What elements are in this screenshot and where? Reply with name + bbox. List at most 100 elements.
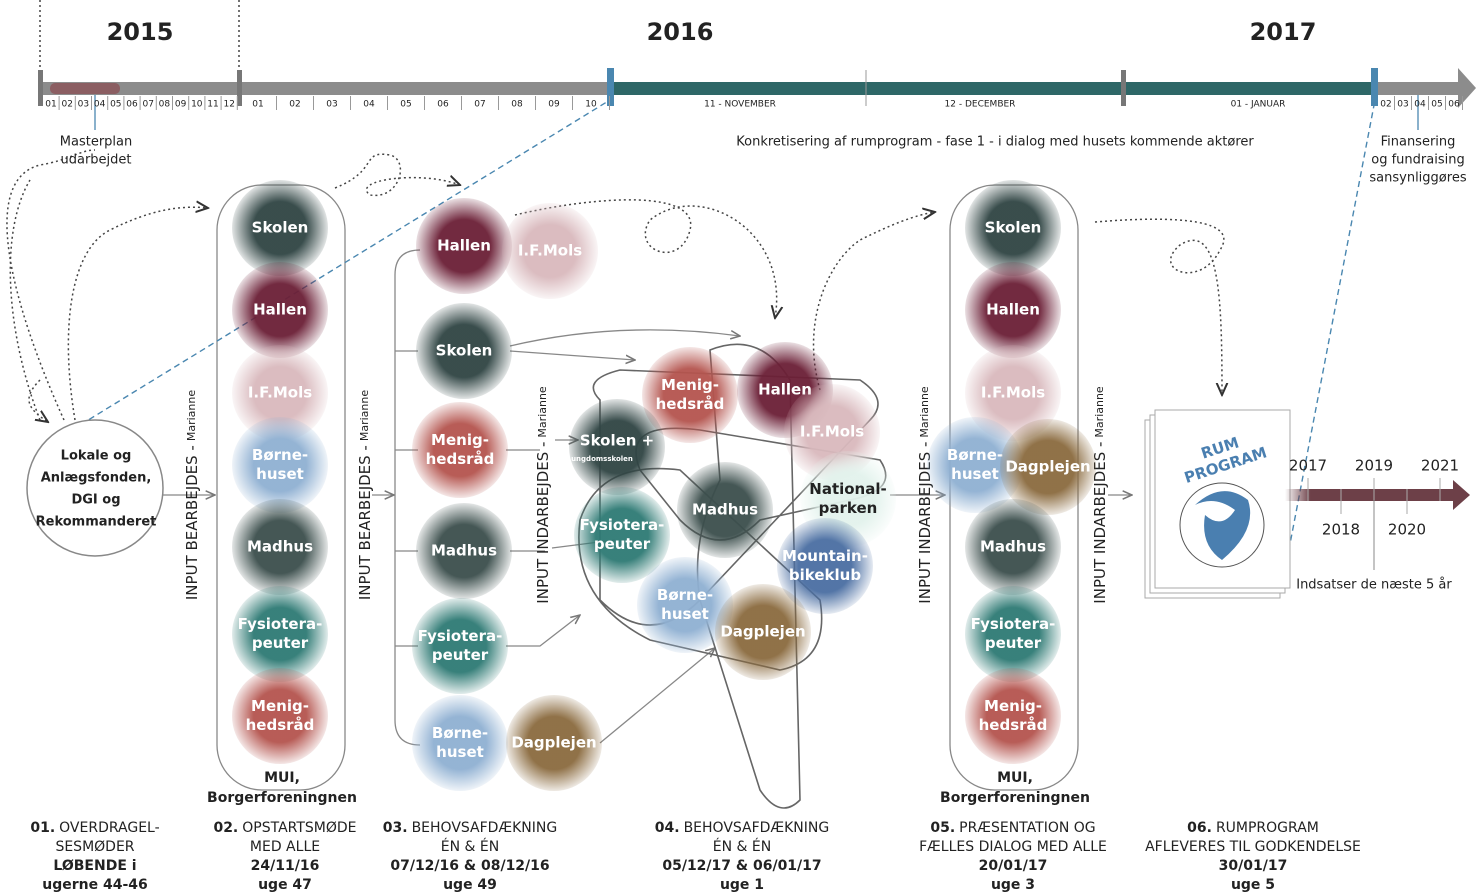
actor-label: Hallen	[253, 301, 307, 319]
step-week: ugerne 44-46	[42, 877, 148, 893]
future-year: 2018	[1322, 521, 1360, 539]
group-footer: Borgerforeningnen	[207, 790, 357, 806]
actor-label: hedsråd	[426, 450, 495, 468]
step-line: RUMPROGRAM	[1216, 820, 1319, 836]
group-footer: MUI,	[264, 770, 300, 786]
actor-label: Hallen	[437, 237, 491, 255]
dotted-arrow	[1095, 219, 1224, 395]
input-name: Marianne	[185, 390, 198, 441]
step-number: 03.	[383, 820, 408, 836]
actor-label: Skolen +	[580, 432, 654, 450]
step-week: uge 3	[991, 877, 1035, 893]
step-line: OVERDRAGEL-	[59, 820, 160, 836]
step-date: 30/01/17	[1219, 858, 1288, 874]
dotted-arrow	[68, 207, 208, 420]
year-label: 2015	[107, 18, 174, 46]
step-week: uge 1	[720, 877, 764, 893]
bracket-branch	[395, 351, 418, 646]
step-title: 03.BEHOVSAFDÆKNING	[383, 820, 557, 836]
diagram: 2015201620170102030405060708091011120102…	[0, 0, 1476, 894]
actor-label: Menig-	[661, 376, 719, 394]
month-label: 02	[61, 100, 72, 110]
actor-label: Mountain-	[782, 547, 868, 565]
month-label: 04	[1414, 100, 1426, 110]
step-date: 20/01/17	[979, 858, 1048, 874]
input-label: INPUT INDARBEJDES -Marianne	[1091, 386, 1109, 604]
actor-label: Dagplejen	[720, 623, 805, 641]
future-year: 2021	[1421, 457, 1459, 475]
month-label: 03	[78, 100, 89, 110]
month-label: 06	[437, 100, 449, 110]
step-title: 05.PRÆSENTATION OG	[930, 820, 1095, 836]
start-circle	[27, 420, 163, 556]
actor-label: huset	[951, 465, 999, 483]
month-label: 06	[126, 100, 138, 110]
dotted-arrow	[335, 154, 460, 195]
start-label: Rekommanderet	[36, 515, 157, 530]
dotted-arrow	[29, 380, 48, 422]
month-label: 11	[207, 100, 218, 110]
step-title: 01.OVERDRAGEL-	[30, 820, 159, 836]
actor-label: Fysiotera-	[238, 615, 323, 633]
step-title: 06.RUMPROGRAM	[1187, 820, 1319, 836]
step-date: LØBENDE i	[53, 858, 136, 874]
actor-label: peuter	[594, 535, 651, 553]
actor-label: Børne-	[657, 586, 713, 604]
step-line: SESMØDER	[55, 839, 134, 855]
month-label: 12	[223, 100, 234, 110]
actor-label: Dagplejen	[1005, 458, 1090, 476]
actor-label: Børne-	[432, 724, 488, 742]
timeline-arrow	[1458, 68, 1476, 108]
actor-label: Menig-	[251, 697, 309, 715]
actor-label: Børne-	[947, 446, 1003, 464]
month-label: 05	[400, 100, 411, 110]
month-label: 09	[548, 100, 560, 110]
actor-label: Skolen	[252, 219, 309, 237]
actor-label: Madhus	[980, 538, 1046, 556]
input-label: INPUT INDARBEJDES -Marianne	[534, 386, 552, 604]
step-line: ÉN & ÉN	[713, 838, 771, 855]
dotted-arrow	[814, 212, 935, 390]
step-line: AFLEVERES TIL GODKENDELSE	[1145, 839, 1361, 855]
future-year: 2020	[1388, 521, 1426, 539]
month-label: 05	[110, 100, 121, 110]
dotted-arrow	[7, 150, 95, 420]
actor-label: huset	[436, 743, 484, 761]
note: og fundraising	[1371, 153, 1464, 168]
actor-label: Madhus	[431, 542, 497, 560]
month-label: 10	[191, 100, 203, 110]
actor-label: peuter	[985, 634, 1042, 652]
month-label: 01	[45, 100, 56, 110]
year-label: 2016	[647, 18, 714, 46]
future-caption: Indsatser de næste 5 år	[1296, 578, 1452, 593]
input-text: INPUT BEARBEJDES -	[183, 445, 201, 600]
step-date: 05/12/17 & 06/01/17	[662, 858, 821, 874]
actor-label: I.F.Mols	[248, 384, 312, 402]
step-number: 02.	[213, 820, 238, 836]
note: Finansering	[1381, 135, 1456, 150]
input-text: INPUT BEARBEJDES -	[356, 445, 374, 600]
month-label: 07	[474, 100, 485, 110]
page: 2015201620170102030405060708091011120102…	[0, 0, 1476, 894]
future-bar	[1285, 489, 1455, 501]
month-label: 01 - JANUAR	[1231, 100, 1286, 110]
actor-label: huset	[256, 465, 304, 483]
month-label: 05	[1431, 100, 1442, 110]
actor-label: National-	[809, 480, 886, 498]
month-label: 12 - DECEMBER	[945, 100, 1016, 110]
step-title: 04.BEHOVSAFDÆKNING	[655, 820, 829, 836]
actor-label: huset	[661, 605, 709, 623]
actor-label: Hallen	[986, 301, 1040, 319]
actor-label: Madhus	[692, 501, 758, 519]
actor-label: I.F.Mols	[518, 242, 582, 260]
future-arrow	[1453, 480, 1470, 510]
month-label: 03	[326, 100, 337, 110]
step-line: PRÆSENTATION OG	[959, 820, 1095, 836]
step-number: 01.	[30, 820, 55, 836]
actor-label: hedsråd	[656, 395, 725, 413]
start-label: Anlægsfonden,	[41, 471, 152, 486]
month-label: 06	[1448, 100, 1460, 110]
month-label: 10	[585, 100, 597, 110]
step-line: ÉN & ÉN	[441, 838, 499, 855]
input-label: INPUT BEARBEJDES -Marianne	[356, 390, 374, 600]
